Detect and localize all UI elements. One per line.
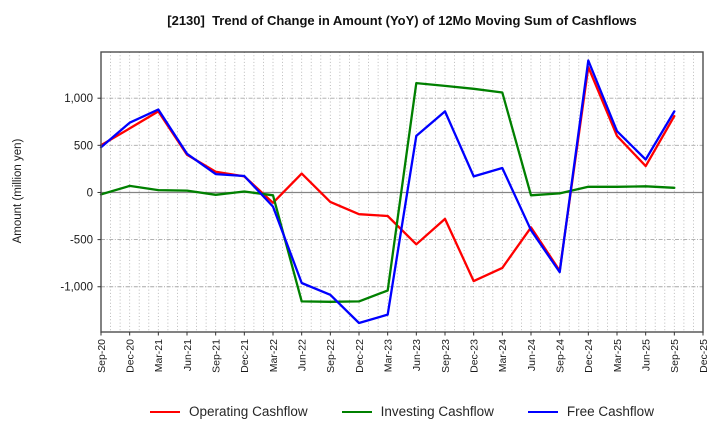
x-tick-label: Mar-22: [268, 339, 280, 372]
series-lines: [99, 59, 676, 325]
investing-cashflow-line: [99, 81, 676, 303]
x-tick-label: Dec-20: [124, 339, 136, 373]
y-tick-label: -500: [70, 235, 93, 247]
legend-label-free: Free Cashflow: [566, 404, 654, 419]
x-tick-label: Dec-25: [698, 339, 710, 373]
x-tick-label: Dec-21: [239, 339, 251, 373]
y-tick-label: -1,000: [60, 282, 93, 294]
x-tick-label: Jun-24: [526, 339, 538, 371]
x-tick-label: Mar-24: [497, 339, 509, 372]
x-tick-label: Jun-22: [296, 339, 308, 371]
legend-label-investing: Investing Cashflow: [380, 404, 494, 419]
x-tick-label: Sep-24: [554, 339, 566, 373]
x-tick-label: Sep-25: [669, 339, 681, 373]
x-tick-label: Dec-24: [583, 339, 595, 373]
legend: Operating Cashflow Investing Cashflow Fr…: [101, 404, 703, 419]
x-tick-label: Dec-22: [354, 339, 366, 373]
legend-item-operating: Operating Cashflow: [150, 404, 308, 419]
legend-item-investing: Investing Cashflow: [341, 404, 494, 419]
x-tick-label: Sep-20: [96, 339, 108, 373]
x-tick-label: Sep-23: [440, 339, 452, 373]
x-tick-label: Jun-23: [411, 339, 423, 371]
gridlines: [101, 52, 703, 332]
legend-label-operating: Operating Cashflow: [189, 404, 308, 419]
chart-title: [2130] Trend of Change in Amount (YoY) o…: [167, 13, 637, 28]
x-tick-label: Dec-23: [468, 339, 480, 373]
y-tick-label: 1,000: [64, 93, 93, 105]
x-tick-label: Mar-25: [612, 339, 624, 372]
x-axis: Sep-20 Dec-20 Mar-21 Jun-21 Sep-21 Dec-21 Mar-…: [96, 332, 710, 373]
y-tick-label: 0: [87, 187, 93, 199]
x-tick-label: Sep-22: [325, 339, 337, 373]
legend-item-free: Free Cashflow: [527, 404, 654, 419]
x-tick-label: Jun-21: [182, 339, 194, 371]
x-tick-label: Jun-25: [640, 339, 652, 371]
x-tick-label: Mar-23: [382, 339, 394, 372]
operating-line-swatch: [150, 410, 181, 413]
y-tick-label: 500: [74, 140, 93, 152]
free-line-swatch: [527, 410, 558, 413]
free-cashflow-line: [99, 59, 676, 325]
investing-line-swatch: [341, 410, 372, 413]
x-tick-label: Sep-21: [210, 339, 222, 373]
x-tick-label: Mar-21: [153, 339, 165, 372]
y-axis: -1,000 -500 0 500 1,000: [60, 93, 101, 294]
